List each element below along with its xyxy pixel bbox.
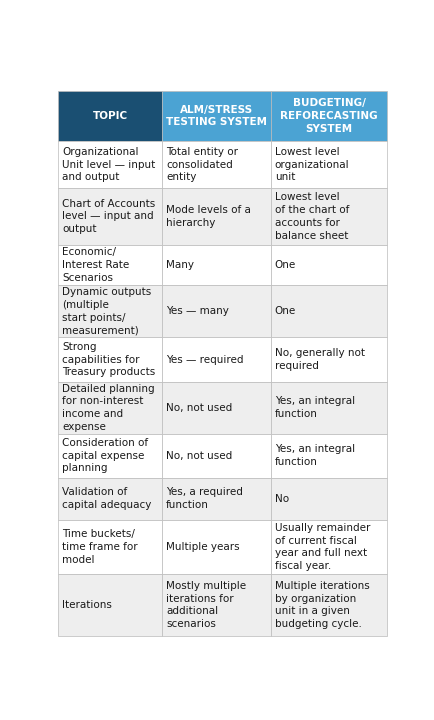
Bar	[162, 141, 270, 188]
Bar	[58, 574, 162, 636]
Bar	[270, 433, 387, 477]
Text: Time buckets/
time frame for
model: Time buckets/ time frame for model	[62, 529, 138, 564]
Bar	[58, 141, 162, 188]
Bar	[58, 433, 162, 477]
Text: Lowest level
organizational
unit: Lowest level organizational unit	[274, 147, 349, 182]
Text: Yes, an integral
function: Yes, an integral function	[274, 397, 354, 419]
Bar	[162, 521, 270, 574]
Text: Mode levels of a
hierarchy: Mode levels of a hierarchy	[166, 205, 250, 228]
Text: Multiple iterations
by organization
unit in a given
budgeting cycle.: Multiple iterations by organization unit…	[274, 581, 368, 629]
Text: Mostly multiple
iterations for
additional
scenarios: Mostly multiple iterations for additiona…	[166, 581, 246, 629]
Bar	[162, 574, 270, 636]
Text: Detailed planning
for non-interest
income and
expense: Detailed planning for non-interest incom…	[62, 384, 155, 432]
Bar	[270, 521, 387, 574]
Bar	[162, 382, 270, 433]
Bar	[162, 91, 270, 141]
Text: Chart of Accounts
level — input and
output: Chart of Accounts level — input and outp…	[62, 199, 155, 234]
Text: One: One	[274, 260, 295, 270]
Bar	[58, 521, 162, 574]
Text: Lowest level
of the chart of
accounts for
balance sheet: Lowest level of the chart of accounts fo…	[274, 192, 348, 240]
Text: Yes, a required
function: Yes, a required function	[166, 487, 243, 510]
Bar	[162, 337, 270, 382]
Text: Yes — many: Yes — many	[166, 306, 228, 316]
Bar	[58, 337, 162, 382]
Bar	[58, 382, 162, 433]
Text: Multiple years: Multiple years	[166, 542, 239, 552]
Text: No, generally not
required: No, generally not required	[274, 348, 364, 371]
Text: TOPIC: TOPIC	[92, 111, 128, 121]
Text: Usually remainder
of current fiscal
year and full next
fiscal year.: Usually remainder of current fiscal year…	[274, 523, 369, 571]
Bar	[162, 285, 270, 337]
Text: Total entity or
consolidated
entity: Total entity or consolidated entity	[166, 147, 237, 182]
Text: No, not used: No, not used	[166, 403, 232, 413]
Bar	[270, 91, 387, 141]
Bar	[58, 188, 162, 245]
Bar	[270, 574, 387, 636]
Bar	[270, 188, 387, 245]
Text: Iterations: Iterations	[62, 600, 112, 610]
Bar	[270, 337, 387, 382]
Text: Organizational
Unit level — input
and output: Organizational Unit level — input and ou…	[62, 147, 155, 182]
Bar	[270, 141, 387, 188]
Text: Yes — required: Yes — required	[166, 354, 243, 364]
Bar	[162, 188, 270, 245]
Bar	[162, 433, 270, 477]
Bar	[58, 285, 162, 337]
Text: Validation of
capital adequacy: Validation of capital adequacy	[62, 487, 151, 510]
Text: No: No	[274, 494, 288, 504]
Text: No, not used: No, not used	[166, 451, 232, 461]
Text: ALM/STRESS
TESTING SYSTEM: ALM/STRESS TESTING SYSTEM	[165, 104, 266, 127]
Text: Dynamic outputs
(multiple
start points/
measurement): Dynamic outputs (multiple start points/ …	[62, 287, 151, 336]
Text: Strong
capabilities for
Treasury products: Strong capabilities for Treasury product…	[62, 342, 155, 377]
Bar	[162, 245, 270, 285]
Text: Economic/
Interest Rate
Scenarios: Economic/ Interest Rate Scenarios	[62, 247, 129, 283]
Text: BUDGETING/
REFORECASTING
SYSTEM: BUDGETING/ REFORECASTING SYSTEM	[279, 98, 377, 134]
Bar	[270, 245, 387, 285]
Text: Yes, an integral
function: Yes, an integral function	[274, 444, 354, 467]
Bar	[58, 477, 162, 521]
Bar	[58, 245, 162, 285]
Bar	[270, 477, 387, 521]
Text: One: One	[274, 306, 295, 316]
Text: Consideration of
capital expense
planning: Consideration of capital expense plannin…	[62, 438, 148, 473]
Bar	[162, 477, 270, 521]
Bar	[270, 382, 387, 433]
Bar	[270, 285, 387, 337]
Bar	[58, 91, 162, 141]
Text: Many: Many	[166, 260, 194, 270]
